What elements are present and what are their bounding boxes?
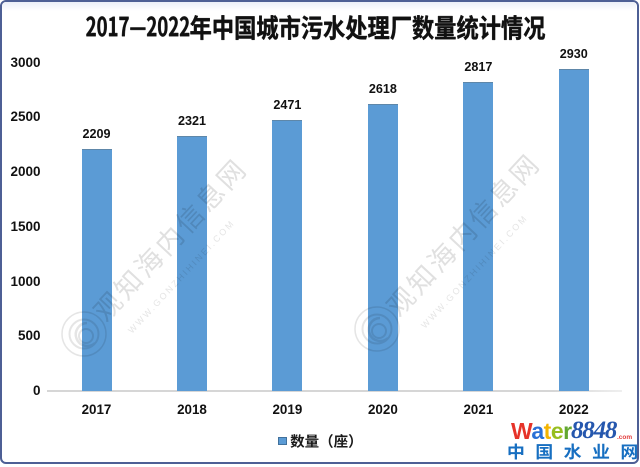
svg-text:WWW.GONZHIHINEI.COM: WWW.GONZHIHINEI.COM — [419, 213, 530, 331]
svg-text:WWW.GONZHIHINEI.COM: WWW.GONZHIHINEI.COM — [126, 218, 237, 336]
